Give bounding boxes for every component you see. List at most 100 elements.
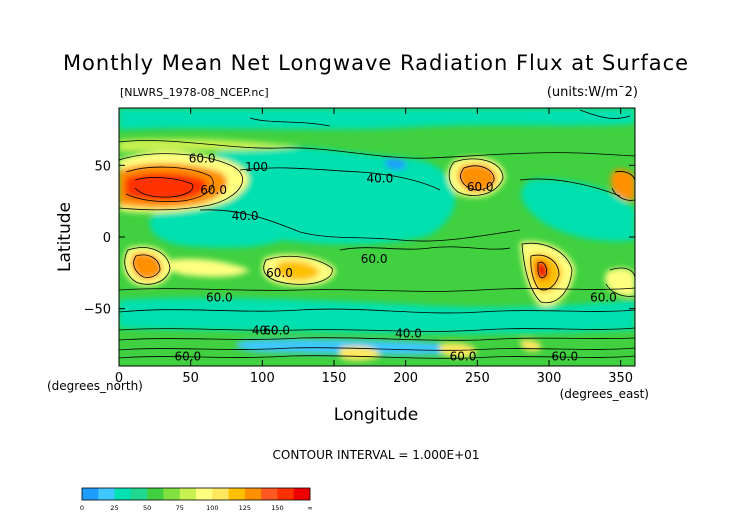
source-file-label: [NLWRS_1978-08_NCEP.nc] (120, 86, 269, 99)
contour-line (339, 246, 511, 251)
colorbar-swatch (147, 488, 164, 500)
colorbar-swatch (244, 488, 262, 500)
contour-line (125, 166, 214, 202)
contour-label: 60.0 (189, 151, 216, 165)
x-tick-label: 100 (250, 371, 275, 386)
contour-line (519, 178, 621, 197)
region-teal-central (149, 206, 300, 248)
contour-line (579, 109, 631, 119)
contour-line (521, 242, 573, 304)
region-yellow-top-strip (119, 138, 300, 152)
colorbar-label: 50 (143, 504, 151, 512)
colorbar: 0 25 50 75 100 125 150 ∞ (80, 487, 313, 512)
contour-label: 60.0 (590, 291, 617, 305)
colorbar-swatch (277, 488, 295, 500)
colorbar-swatch (196, 488, 213, 500)
contour-label: 40.0 (252, 323, 279, 337)
x-tick-label: 150 (322, 371, 347, 386)
colorbar-label: ∞ (307, 504, 312, 512)
colorbar-label: 100 (206, 504, 218, 512)
colorbar-swatch (293, 488, 311, 500)
y-unit-label: (degrees_north) (47, 379, 143, 393)
contour-label: 60.0 (266, 266, 293, 280)
contour-label: 60.0 (200, 183, 227, 197)
region-orange-n-america (457, 163, 498, 193)
region-teal-north-edge (119, 108, 635, 130)
region-teal-south (119, 297, 635, 335)
contour-line (119, 327, 635, 332)
y-tick-label: 0 (103, 231, 111, 246)
colorbar-swatch (130, 488, 148, 500)
colorbar-label: 75 (176, 504, 184, 512)
contour-line (530, 254, 560, 291)
region-blue-small (384, 158, 407, 170)
region-yellow-s-africa-band (166, 258, 250, 277)
region-orange-s-africa (131, 252, 162, 280)
x-tick-label: 50 (182, 371, 199, 386)
region-orange-australia (275, 260, 320, 281)
x-tick-label: 250 (465, 371, 490, 386)
contour-line (448, 158, 504, 196)
contour-line (263, 255, 333, 285)
contour-label: 40.0 (395, 326, 422, 340)
contour-label: 40.0 (232, 209, 259, 223)
chart-title: Monthly Mean Net Longwave Radiation Flux… (63, 51, 689, 75)
colorbar-label: 25 (110, 504, 118, 512)
contour-line (134, 177, 194, 198)
colorbar-swatch (163, 488, 181, 500)
colorbar-label: 0 (80, 504, 84, 512)
colorbar-swatch (212, 488, 229, 500)
y-tick-label: 50 (94, 159, 111, 174)
contour-label: 60.0 (450, 349, 477, 363)
contour-line (249, 117, 331, 127)
contour-label: 60.0 (361, 252, 388, 266)
region-red-sahara (125, 172, 208, 201)
colorbar-label: 125 (239, 504, 251, 512)
colorbar-label: 150 (271, 504, 283, 512)
contour-line (460, 165, 495, 191)
contour-label: 100 (245, 160, 268, 174)
contour-label: 40.0 (367, 172, 394, 186)
contour-label: 60.0 (174, 349, 201, 363)
colorbar-swatch (179, 488, 197, 500)
x-tick-label: 300 (537, 371, 562, 386)
colorbar-swatch (228, 488, 246, 500)
x-tick-label: 350 (608, 371, 633, 386)
contour-line (611, 171, 635, 201)
contour-line (537, 261, 547, 279)
x-tick-label: 200 (393, 371, 418, 386)
contour-line (119, 355, 635, 359)
contour-label: 60.0 (467, 180, 494, 194)
axis-ticks: 0 50 100 150 200 250 300 350 50 0 −50 (84, 108, 635, 386)
contour-label: 60.0 (263, 323, 290, 337)
colorbar-swatch (82, 488, 99, 500)
contour-line (133, 254, 161, 278)
x-axis-label: Longitude (334, 405, 419, 425)
contour-label: 60.0 (551, 349, 578, 363)
colorbar-swatch (98, 488, 115, 500)
contour-line (124, 247, 171, 285)
contour-line (119, 347, 635, 351)
contour-line (119, 308, 635, 314)
contour-lines (119, 109, 635, 359)
contour-line (119, 153, 243, 211)
contour-line (605, 267, 635, 297)
contour-label: 60.0 (206, 291, 233, 305)
y-axis-label: Latitude (55, 202, 75, 272)
x-tick-label: 0 (115, 371, 123, 386)
colorbar-swatch (114, 488, 132, 500)
contour-interval-label: CONTOUR INTERVAL = 1.000E+01 (273, 448, 480, 462)
region-orange-east-edge (610, 169, 635, 201)
colorbar-swatch (261, 488, 278, 500)
colorbar-frame (81, 487, 311, 501)
region-teal-atlantic (521, 179, 635, 242)
contour-line (239, 167, 441, 191)
x-unit-label: (degrees_east) (560, 387, 649, 401)
contour-line (199, 209, 521, 242)
units-label: (units:W/m¯2) (547, 85, 638, 100)
contour-line (119, 337, 635, 341)
contour-line (119, 287, 635, 292)
